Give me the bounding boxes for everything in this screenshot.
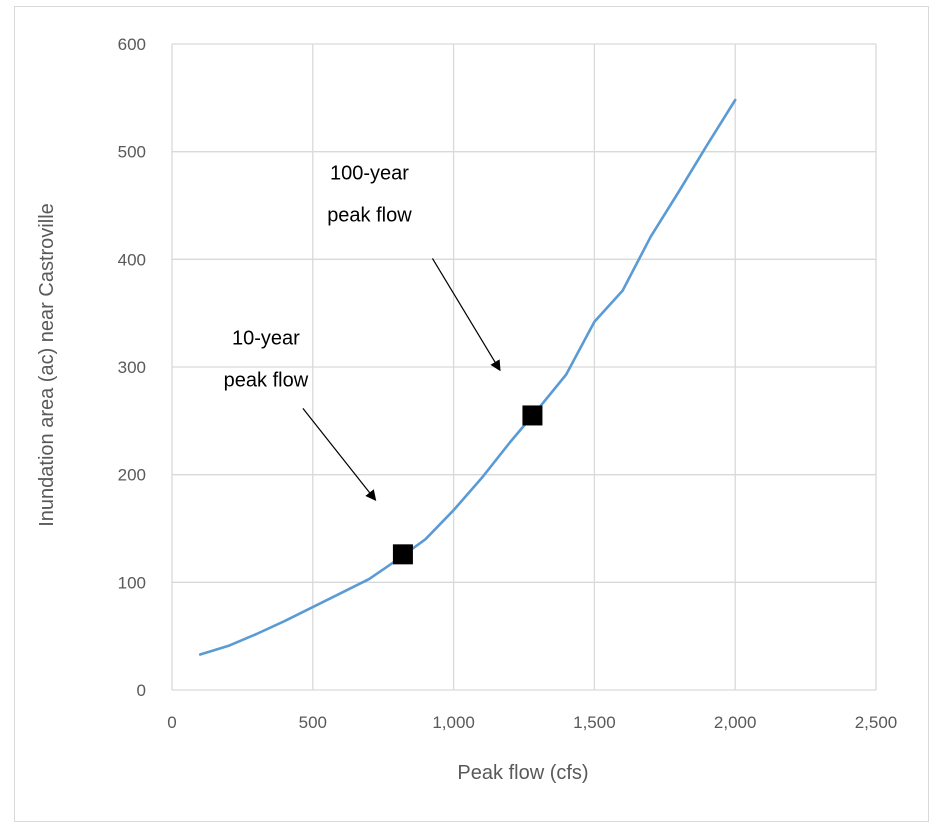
series-group <box>198 98 737 656</box>
y-tick-label: 0 <box>137 681 146 700</box>
annotation-text: 10-year <box>232 327 300 349</box>
annotation-arrow <box>302 407 377 502</box>
annotations: 10-year peak flow 100-year peak flow <box>224 162 501 502</box>
point-marker <box>392 544 413 565</box>
y-tick-label: 500 <box>118 143 146 162</box>
annotation-text: 100-year <box>330 162 409 184</box>
y-tick-label: 200 <box>118 466 146 485</box>
x-axis-title: Peak flow (cfs) <box>457 762 588 784</box>
x-tick-label: 1,500 <box>573 713 616 732</box>
x-tick-label: 0 <box>167 713 176 732</box>
y-tick-label: 600 <box>118 35 146 54</box>
markers-group <box>392 405 543 565</box>
y-tick-label: 300 <box>118 358 146 377</box>
annotation-arrow <box>431 258 501 372</box>
x-tick-label: 500 <box>299 713 327 732</box>
y-tick-label: 400 <box>118 250 146 269</box>
x-tick-label: 2,500 <box>855 713 898 732</box>
y-tick-label: 100 <box>118 573 146 592</box>
point-marker <box>522 405 543 426</box>
x-tick-label: 1,000 <box>432 713 475 732</box>
x-tick-label: 2,000 <box>714 713 757 732</box>
annotation-text: peak flow <box>327 204 412 226</box>
series-line <box>198 98 737 656</box>
annotation-text: peak flow <box>224 369 309 391</box>
x-axis-tick-labels: 0 500 1,000 1,500 2,000 2,500 <box>167 713 897 732</box>
gridlines <box>171 43 877 691</box>
chart-frame <box>14 6 929 822</box>
y-axis-tick-labels: 0 100 200 300 400 500 600 <box>118 35 146 700</box>
y-axis-title: Inundation area (ac) near Castroville <box>36 203 58 527</box>
